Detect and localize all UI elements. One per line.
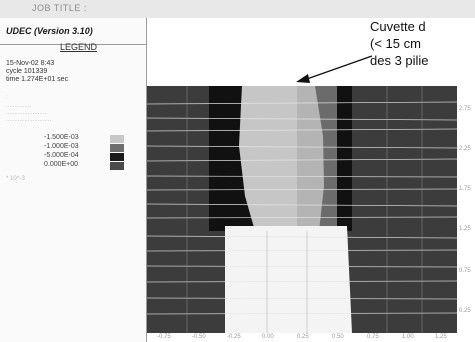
x-tick-1: -0.50 (192, 334, 206, 340)
white-zone (225, 226, 352, 333)
faint-footer: * 10^-3 (6, 176, 25, 182)
legend-swatch-3 (110, 162, 124, 170)
legend-swatch-0 (110, 135, 124, 143)
plot-area: -0.75 -0.50 -0.25 0.00 0.25 0.50 0.75 1.… (147, 18, 475, 342)
scale-value-0: -1.500E-03 (44, 134, 79, 141)
y-tick-3: 1.25 (459, 226, 471, 232)
vertical-joints (186, 86, 423, 333)
legend-panel: UDEC (Version 3.10) (0, 18, 147, 342)
faint-line-1: ............... (6, 103, 32, 109)
job-title-label: JOB TITLE : (32, 3, 87, 13)
y-tick-1: 2.25 (459, 146, 471, 152)
annotation-line-1: Cuvette d (370, 19, 426, 34)
scale-value-1: -1.000E-03 (44, 143, 79, 150)
annotation-arrow (296, 55, 373, 83)
x-tick-2: -0.25 (227, 334, 241, 340)
x-tick-4: 0.25 (297, 334, 309, 340)
mid-gray-band (297, 86, 337, 231)
joint-lines (147, 101, 457, 315)
y-axis: 2.75 2.25 1.75 1.25 0.75 0.25 (457, 86, 475, 333)
y-tick-4: 0.75 (459, 268, 471, 274)
time-line: time 1.274E+01 sec (6, 76, 69, 83)
date-line: 15-Nov-02 8:43 (6, 60, 55, 67)
faint-line-0: : (6, 95, 8, 101)
annotation-text: Cuvette d (< 15 cm des 3 pilie (370, 18, 475, 69)
y-tick-0: 2.75 (459, 106, 471, 112)
title-strip: JOB TITLE : (0, 0, 475, 19)
annotation-line-3: des 3 pilie (370, 53, 429, 68)
left-black-pillar (209, 86, 255, 231)
y-tick-5: 0.25 (459, 308, 471, 314)
legend-swatch-1 (110, 144, 124, 152)
scale-value-3: 0.000E+00 (44, 161, 79, 168)
x-tick-5: 0.50 (332, 334, 344, 340)
x-tick-0: -0.75 (157, 334, 171, 340)
faint-line-3: ........................... (6, 117, 52, 123)
simulation-view (147, 86, 457, 333)
x-tick-7: 1.00 (402, 334, 414, 340)
faint-line-2: ......................... (6, 110, 48, 116)
x-axis: -0.75 -0.50 -0.25 0.00 0.25 0.50 0.75 1.… (147, 333, 457, 342)
app-title: UDEC (Version 3.10) (0, 18, 146, 45)
cycle-line: cycle 101339 (6, 68, 48, 75)
x-tick-8: 1.25 (435, 334, 447, 340)
annotation-line-2: (< 15 cm (370, 36, 421, 51)
x-tick-6: 0.75 (367, 334, 379, 340)
scale-value-2: -5.000E-04 (44, 152, 79, 159)
x-tick-3: 0.00 (262, 334, 274, 340)
y-tick-2: 1.75 (459, 186, 471, 192)
legend-swatch-2 (110, 153, 124, 161)
legend-title: LEGEND (60, 42, 98, 52)
